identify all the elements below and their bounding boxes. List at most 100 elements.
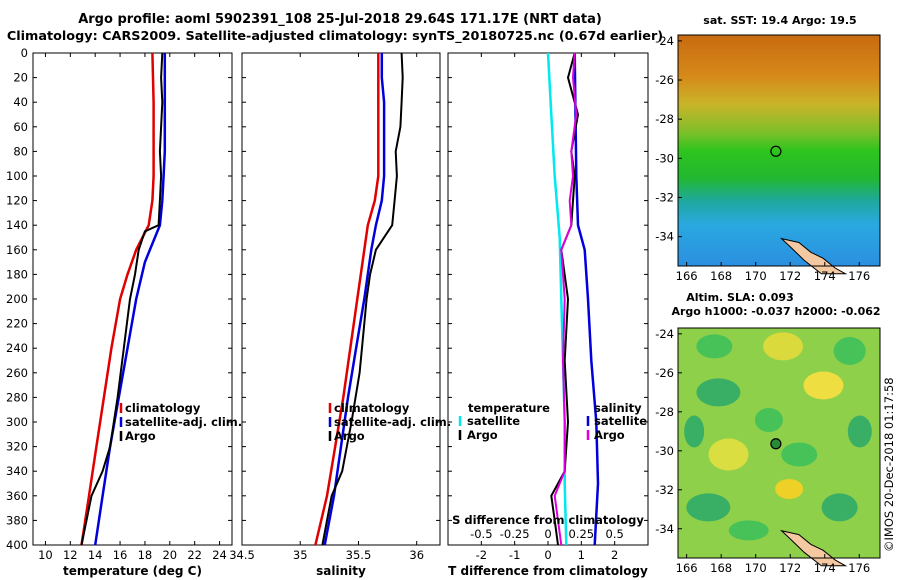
sla-anomaly-blob	[803, 371, 844, 400]
salinity-x-tick-label: 34.5	[229, 548, 255, 562]
depth-tick-label: 300	[6, 415, 28, 429]
difference-x-tick-label: 2	[611, 548, 618, 562]
argo-float-marker	[770, 438, 782, 450]
depth-tick-label: 40	[13, 95, 28, 109]
depth-tick-label: 140	[6, 218, 28, 232]
map-lon-label: 174	[814, 269, 836, 283]
depth-tick-label: 240	[6, 341, 28, 355]
map-lat-label: -32	[655, 190, 674, 204]
legend-label: temperature	[468, 401, 550, 415]
sla-anomaly-blob	[821, 493, 858, 522]
temperature-xlabel: temperature (deg C)	[63, 564, 202, 578]
legend-label: satellite-adj. clim.	[334, 415, 451, 429]
depth-tick-label: 160	[6, 243, 28, 257]
new-zealand-land	[779, 237, 848, 275]
temperature-x-tick-label: 24	[212, 548, 227, 562]
depth-tick-label: 0	[21, 46, 28, 60]
series-t-argo	[550, 52, 580, 546]
map-lon-label: 166	[676, 561, 698, 575]
sla-anomaly-blob	[754, 408, 783, 432]
map-lat-label: -26	[655, 366, 674, 380]
depth-tick-label: 400	[6, 538, 28, 552]
difference-xlabel: T difference from climatology	[448, 564, 648, 578]
map-lat-label: -34	[655, 522, 674, 536]
map-lon-label: 170	[745, 269, 767, 283]
difference-x-tick-label: 1	[578, 548, 585, 562]
temperature-x-tick-label: 20	[162, 548, 177, 562]
title-line-1: Argo profile: aoml 5902391_108 25-Jul-20…	[78, 12, 602, 27]
legend-label: satellite	[594, 414, 647, 428]
new-zealand-land	[779, 529, 848, 567]
legend-label: Argo	[334, 429, 365, 443]
title-line-2: Climatology: CARS2009. Satellite-adjuste…	[6, 29, 664, 44]
map-lat-label: -30	[655, 444, 674, 458]
temperature-x-tick-label: 12	[63, 548, 78, 562]
difference-frame	[447, 52, 649, 546]
difference-x-tick-label: -2	[476, 548, 487, 562]
depth-tick-label: 20	[13, 71, 28, 85]
legend-label: satellite-adj. clim.	[125, 415, 242, 429]
sla-map: -24 -26 -28 -30 -32 -34 166 168 170 172 174 176	[655, 327, 881, 575]
series-argo	[321, 52, 404, 546]
temperature-x-tick-label: 10	[38, 548, 53, 562]
panel-difference: -2 -1 0 1 2 T difference from climatology temp…	[447, 52, 649, 578]
difference-x2-tick-label: 0	[544, 527, 551, 541]
sla-anomaly-blob	[775, 479, 804, 499]
sla-anomaly-blob	[781, 442, 818, 467]
footer-credit: ©IMOS 20-Dec-2018 01:17:58	[882, 377, 896, 552]
legend-label: Argo	[467, 428, 498, 442]
legend-label: climatology	[334, 401, 410, 415]
sla-anomaly-blob	[708, 438, 749, 471]
map-lat-label: -24	[655, 327, 674, 341]
difference-x2-tick-label: -0.25	[500, 527, 530, 541]
legend-label: Argo	[594, 428, 625, 442]
panel-salinity: 34.5 35 35.5 36 salinity climatologysatellite…	[229, 52, 451, 578]
map-lat-label: -28	[655, 405, 674, 419]
temperature-x-tick-label: 16	[113, 548, 128, 562]
depth-tick-label: 260	[6, 366, 28, 380]
sla-map-subtitle: Argo h1000: -0.037 h2000: -0.062	[671, 305, 880, 318]
sla-anomaly-blob	[684, 415, 705, 448]
panel-temperature: 10 12 14 16 18 20 22 24 temperature (deg C) clima…	[32, 52, 242, 578]
map-lon-label: 176	[848, 561, 870, 575]
map-frame	[677, 34, 881, 267]
map-lat-label: -24	[655, 34, 674, 48]
salinity-frame	[241, 52, 441, 546]
difference-x2label: S difference from climatology	[452, 513, 644, 527]
map-lat-label: -30	[655, 151, 674, 165]
temperature-x-tick-label: 18	[138, 548, 153, 562]
map-lon-label: 172	[779, 269, 801, 283]
difference-x2-tick-label: 0.25	[569, 527, 595, 541]
difference-x-tick-label: 0	[544, 548, 551, 562]
map-frame	[677, 327, 881, 559]
legend-label: climatology	[125, 401, 201, 415]
sla-anomaly-blob	[696, 334, 733, 359]
depth-tick-label: 60	[13, 120, 28, 134]
series-t-satellite	[546, 52, 568, 546]
temperature-frame	[32, 52, 233, 546]
sla-anomaly-blob	[686, 493, 731, 522]
depth-tick-label: 280	[6, 390, 28, 404]
series-s-argo	[553, 52, 578, 546]
map-lon-label: 172	[779, 561, 801, 575]
sla-map-title: Altim. SLA: 0.093	[686, 291, 793, 304]
sst-map-title: sat. SST: 19.4 Argo: 19.5	[703, 14, 856, 27]
map-lon-label: 168	[710, 269, 732, 283]
depth-tick-label: 200	[6, 292, 28, 306]
series-argo	[80, 52, 164, 546]
map-lon-label: 168	[710, 561, 732, 575]
series-climatology	[314, 53, 380, 546]
depth-tick-label: 100	[6, 169, 28, 183]
map-lon-label: 170	[745, 561, 767, 575]
map-lon-label: 166	[676, 269, 698, 283]
salinity-x-tick-label: 35	[293, 548, 308, 562]
depth-tick-label: 340	[6, 464, 28, 478]
difference-x-tick-label: -1	[509, 548, 520, 562]
sla-anomaly-blob	[847, 415, 872, 448]
series-climatology	[80, 52, 155, 546]
sst-field	[678, 35, 880, 266]
map-lat-label: -34	[655, 230, 674, 244]
map-lat-label: -28	[655, 112, 674, 126]
salinity-x-tick-label: 36	[409, 548, 424, 562]
